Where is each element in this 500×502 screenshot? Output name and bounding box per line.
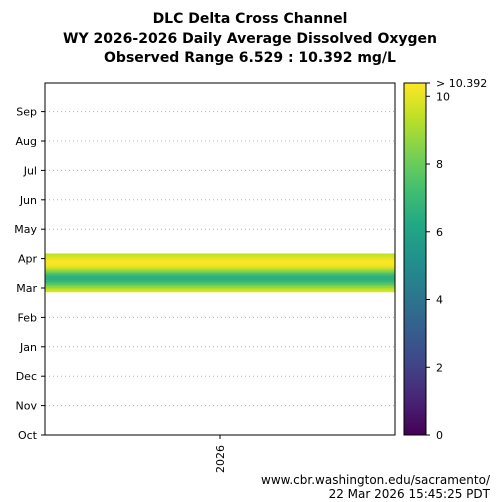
y-tick-label-jan: Jan <box>19 341 37 354</box>
chart-range-label: Observed Range 6.529 : 10.392 mg/L <box>104 50 396 66</box>
heatmap-cell <box>45 259 395 262</box>
y-tick-label-nov: Nov <box>16 400 38 413</box>
heatmap-cell <box>45 290 395 293</box>
heatmap-cell <box>45 275 395 278</box>
heatmap-cell <box>45 281 395 284</box>
source-url[interactable]: www.cbr.washington.edu/sacramento/ <box>261 473 490 487</box>
heatmap-cell <box>45 276 395 280</box>
y-tick-label-oct: Oct <box>18 429 38 442</box>
heatmap-cell <box>45 268 395 271</box>
heatmap-cell <box>45 279 395 282</box>
heatmap-cell <box>45 288 395 291</box>
y-tick-label-jun: Jun <box>19 194 37 207</box>
heatmap-cell <box>45 257 395 260</box>
heatmap-cell <box>45 269 395 272</box>
generated-timestamp: 22 Mar 2026 15:45:25 PDT <box>328 487 490 501</box>
heatmap-cell <box>45 278 395 281</box>
heatmap-cell <box>45 256 395 259</box>
heatmap-cell <box>45 263 395 266</box>
colorbar-tick-label: 8 <box>436 158 443 171</box>
y-tick-label-aug: Aug <box>16 135 37 148</box>
heatmap-cell <box>45 274 395 277</box>
heatmap-cells <box>45 253 395 293</box>
y-tick-label-may: May <box>14 223 37 236</box>
y-tick-label-sep: Sep <box>16 106 37 119</box>
colorbar-axis: 0 2 4 6 8 10> 10.392 <box>426 77 487 442</box>
colorbar-tick-label: 2 <box>436 361 443 374</box>
chart-title: DLC Delta Cross Channel <box>152 11 348 27</box>
y-tick-label-feb: Feb <box>18 311 37 324</box>
colorbar-tick-label: 6 <box>436 226 443 239</box>
y-tick-label-jul: Jul <box>23 164 37 177</box>
colorbar-max-label: > 10.392 <box>436 77 487 90</box>
colorbar-tick-label: 0 <box>436 429 443 442</box>
heatmap-cell <box>45 266 395 269</box>
colorbar <box>403 82 427 436</box>
x-axis: 2026 <box>214 435 227 473</box>
heatmap-cell <box>45 287 395 290</box>
chart-subtitle: WY 2026-2026 Daily Average Dissolved Oxy… <box>63 31 437 47</box>
heatmap-cell <box>45 285 395 288</box>
y-axis: Oct Nov Dec Jan Feb Mar Apr May Jun Jul Aug Sep <box>14 106 45 442</box>
y-tick-label-mar: Mar <box>16 282 37 295</box>
y-tick-label-dec: Dec <box>16 370 37 383</box>
heatmap-cell <box>45 272 395 275</box>
colorbar-tick-label: 10 <box>436 90 450 103</box>
heatmap-cell <box>45 262 395 265</box>
heatmap-cell <box>45 260 395 263</box>
heatmap-cell <box>45 282 395 285</box>
heatmap-cell <box>45 271 395 274</box>
x-tick-label: 2026 <box>214 445 227 473</box>
y-tick-label-apr: Apr <box>18 253 38 266</box>
colorbar-tick-label: 4 <box>436 294 443 307</box>
heatmap-cell <box>45 265 395 268</box>
heatmap-cell <box>45 254 395 257</box>
heatmap-cell <box>45 284 395 287</box>
heatmap-cell <box>45 253 395 256</box>
